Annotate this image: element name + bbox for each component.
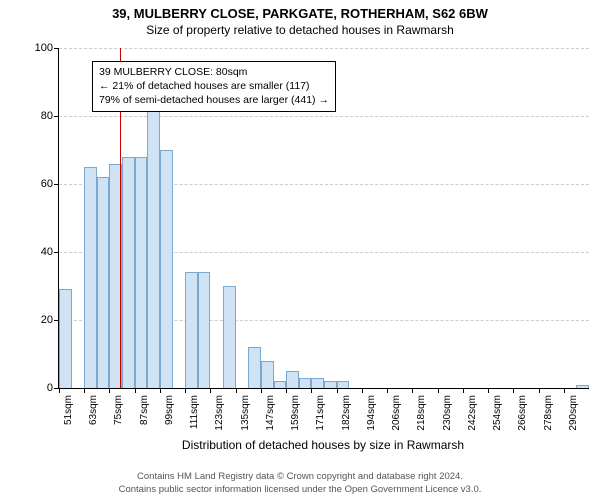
xtick-mark <box>109 388 110 393</box>
ytick-label: 40 <box>41 246 59 258</box>
xtick-mark <box>539 388 540 393</box>
xtick-label: 230sqm <box>442 395 453 431</box>
xtick-mark <box>488 388 489 393</box>
grid-line <box>59 116 589 117</box>
plot-area: 02040608010051sqm63sqm75sqm87sqm99sqm111… <box>58 48 589 389</box>
histogram-bar <box>223 286 236 388</box>
xtick-mark <box>438 388 439 393</box>
histogram-bar <box>576 385 589 388</box>
histogram-bar <box>324 381 337 388</box>
xtick-label: 242sqm <box>467 395 478 431</box>
xtick-mark <box>412 388 413 393</box>
xtick-label: 87sqm <box>139 395 150 425</box>
xtick-mark <box>463 388 464 393</box>
xtick-label: 266sqm <box>517 395 528 431</box>
histogram-bar <box>135 157 148 388</box>
histogram-bar <box>311 378 324 388</box>
histogram-bar <box>299 378 312 388</box>
xtick-mark <box>210 388 211 393</box>
xtick-mark <box>185 388 186 393</box>
annotation-line: ← 21% of detached houses are smaller (11… <box>99 79 329 93</box>
xtick-label: 63sqm <box>88 395 99 425</box>
histogram-bar <box>274 381 287 388</box>
xtick-label: 171sqm <box>315 395 326 431</box>
ytick-label: 20 <box>41 314 59 326</box>
xtick-mark <box>135 388 136 393</box>
xtick-mark <box>236 388 237 393</box>
ytick-label: 80 <box>41 110 59 122</box>
xtick-label: 194sqm <box>366 395 377 431</box>
xtick-mark <box>362 388 363 393</box>
xtick-label: 111sqm <box>189 395 200 429</box>
ytick-label: 60 <box>41 178 59 190</box>
xtick-mark <box>337 388 338 393</box>
xtick-mark <box>84 388 85 393</box>
footer-line-1: Contains HM Land Registry data © Crown c… <box>0 471 600 483</box>
histogram-bar <box>147 109 160 388</box>
xtick-label: 182sqm <box>341 395 352 431</box>
xtick-mark <box>311 388 312 393</box>
xtick-mark <box>59 388 60 393</box>
xtick-label: 159sqm <box>290 395 301 431</box>
annotation-line: 79% of semi-detached houses are larger (… <box>99 93 329 107</box>
grid-line <box>59 48 589 49</box>
chart-title: 39, MULBERRY CLOSE, PARKGATE, ROTHERHAM,… <box>0 0 600 21</box>
ytick-label: 100 <box>35 42 59 54</box>
xtick-label: 123sqm <box>214 395 225 431</box>
xtick-label: 135sqm <box>240 395 251 431</box>
histogram-bar <box>84 167 97 388</box>
xtick-label: 278sqm <box>543 395 554 431</box>
xtick-label: 147sqm <box>265 395 276 431</box>
histogram-bar <box>160 150 173 388</box>
xtick-mark <box>513 388 514 393</box>
histogram-bar <box>185 272 198 388</box>
xtick-label: 99sqm <box>164 395 175 425</box>
xtick-mark <box>160 388 161 393</box>
histogram-bar <box>122 157 135 388</box>
histogram-bar <box>286 371 299 388</box>
ytick-label: 0 <box>47 382 59 394</box>
histogram-bar <box>337 381 350 388</box>
footer-attribution: Contains HM Land Registry data © Crown c… <box>0 471 600 496</box>
histogram-bar <box>261 361 274 388</box>
xtick-mark <box>286 388 287 393</box>
chart-subtitle: Size of property relative to detached ho… <box>0 21 600 37</box>
xtick-label: 51sqm <box>63 395 74 425</box>
xtick-label: 75sqm <box>113 395 124 425</box>
annotation-box: 39 MULBERRY CLOSE: 80sqm← 21% of detache… <box>92 61 336 112</box>
xtick-label: 218sqm <box>416 395 427 431</box>
xtick-mark <box>261 388 262 393</box>
histogram-bar <box>59 289 72 388</box>
xtick-label: 254sqm <box>492 395 503 431</box>
xtick-label: 206sqm <box>391 395 402 431</box>
histogram-bar <box>248 347 261 388</box>
footer-line-2: Contains public sector information licen… <box>0 484 600 496</box>
histogram-bar <box>97 177 110 388</box>
x-axis-label: Distribution of detached houses by size … <box>58 438 588 452</box>
chart-container: 39, MULBERRY CLOSE, PARKGATE, ROTHERHAM,… <box>0 0 600 500</box>
xtick-label: 290sqm <box>568 395 579 431</box>
annotation-line: 39 MULBERRY CLOSE: 80sqm <box>99 65 329 79</box>
xtick-mark <box>387 388 388 393</box>
histogram-bar <box>198 272 211 388</box>
xtick-mark <box>564 388 565 393</box>
